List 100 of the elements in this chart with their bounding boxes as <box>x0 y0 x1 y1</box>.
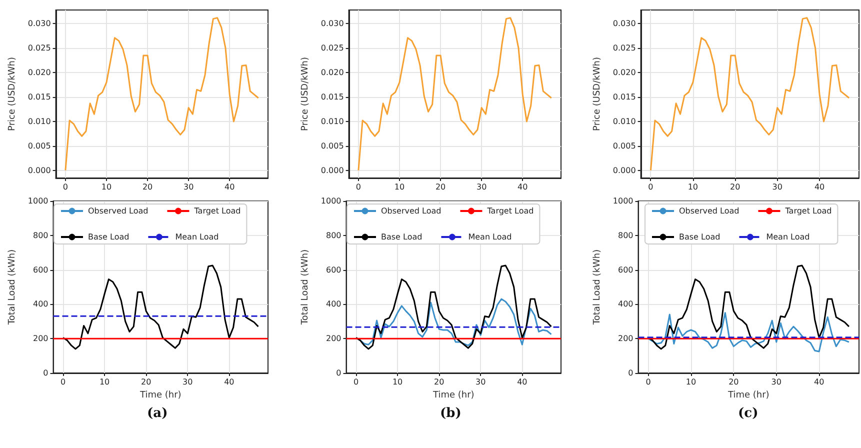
x-tick-label: 40 <box>814 378 824 386</box>
x-tick-label: 10 <box>394 182 405 192</box>
y-tick-label: 0.010 <box>612 116 636 126</box>
y-tick-label: 0.020 <box>612 68 636 78</box>
legend-label: Base Load <box>381 232 422 242</box>
y-tick-label: 0.015 <box>612 92 636 102</box>
x-tick-label: 30 <box>771 378 782 386</box>
x-tick-label: 20 <box>434 378 444 386</box>
x-tick-label: 0 <box>353 378 359 386</box>
x-tick-label: 40 <box>224 182 235 192</box>
y-axis-title: Price (USD/kWh) <box>300 57 310 131</box>
line-series <box>64 17 260 172</box>
y-tick-label: 0.005 <box>28 141 51 150</box>
y-tick-label: 0.025 <box>320 44 344 53</box>
y-axis-title: Price (USD/kWh) <box>8 57 18 131</box>
x-tick-label: 40 <box>224 378 234 386</box>
legend-label: Target Load <box>486 206 534 216</box>
x-tick-label: 0 <box>60 378 66 386</box>
y-tick-label: 0.025 <box>612 44 636 53</box>
x-tick-label: 10 <box>99 378 110 386</box>
x-tick-label: 0 <box>356 182 361 192</box>
line-series <box>62 264 259 350</box>
y-tick-label: 1000 <box>612 196 634 206</box>
legend-label: Target Load <box>193 206 241 216</box>
legend-label: Observed Load <box>679 206 740 216</box>
legend-label: Observed Load <box>88 206 148 216</box>
legend-label: Target Load <box>784 206 832 216</box>
y-axis-title: Total Load (kWh) <box>8 249 18 326</box>
y-tick-label: 600 <box>618 265 634 274</box>
y-tick-label: 0.010 <box>320 116 344 126</box>
y-tick-label: 0.005 <box>320 141 344 150</box>
y-tick-label: 400 <box>618 300 634 309</box>
y-axis-title: Total Load (kWh) <box>300 249 310 326</box>
y-tick-label: 0.020 <box>320 68 344 78</box>
y-tick-label: 0.030 <box>28 19 51 28</box>
x-tick-label: 20 <box>728 378 739 386</box>
x-tick-label: 20 <box>435 182 446 192</box>
x-tick-label: 40 <box>517 378 528 386</box>
y-tick-label: 0.000 <box>320 166 344 175</box>
y-tick-label: 200 <box>618 334 634 344</box>
legend-label: Observed Load <box>381 206 442 216</box>
x-tick-label: 30 <box>182 378 193 386</box>
legend-label: Base Load <box>88 232 130 242</box>
y-tick-label: 0.000 <box>28 166 51 175</box>
text: (a) <box>147 406 168 421</box>
y-tick-label: 800 <box>618 230 634 240</box>
x-axis-title: Time (hr) <box>138 390 182 400</box>
line-series <box>358 17 552 172</box>
y-tick-label: 0.030 <box>320 19 344 28</box>
line-series <box>648 312 850 352</box>
y-tick-label: 0.000 <box>612 166 636 175</box>
y-tick-label: 200 <box>32 334 48 344</box>
x-tick-label: 40 <box>518 182 528 192</box>
y-axis-title: Total Load (kWh) <box>592 249 602 326</box>
x-tick-label: 20 <box>730 182 740 192</box>
text: (c) <box>738 406 758 421</box>
y-tick-label: 0.025 <box>28 44 51 53</box>
y-tick-label: 400 <box>32 300 48 309</box>
y-tick-label: 800 <box>32 230 48 240</box>
y-tick-label: 200 <box>326 334 342 344</box>
y-tick-label: 1000 <box>28 196 48 206</box>
y-tick-label: 0 <box>628 368 634 378</box>
y-tick-label: 1000 <box>320 196 342 206</box>
x-tick-label: 0 <box>62 182 68 192</box>
x-tick-label: 30 <box>183 182 194 192</box>
x-tick-label: 20 <box>141 378 152 386</box>
legend-label: Base Load <box>679 232 720 242</box>
x-tick-label: 30 <box>476 378 486 386</box>
x-tick-label: 10 <box>688 182 698 192</box>
y-tick-label: 600 <box>32 265 48 274</box>
legend-label: Mean Load <box>468 232 512 242</box>
line-series <box>648 264 850 350</box>
x-tick-label: 30 <box>772 182 782 192</box>
x-tick-label: 40 <box>814 182 825 192</box>
x-tick-label: 0 <box>646 378 651 386</box>
x-tick-label: 30 <box>476 182 487 192</box>
x-tick-label: 0 <box>648 182 654 192</box>
text: (b) <box>440 406 462 421</box>
y-axis-title: Price (USD/kWh) <box>592 57 602 131</box>
line-series <box>355 264 552 350</box>
x-tick-label: 20 <box>142 182 153 192</box>
y-tick-label: 0.010 <box>28 116 51 126</box>
y-tick-label: 0 <box>43 368 48 378</box>
y-tick-label: 0.015 <box>320 92 344 102</box>
legend-label: Mean Load <box>766 232 810 242</box>
y-tick-label: 0.005 <box>612 141 636 150</box>
line-series <box>650 17 850 172</box>
y-tick-label: 800 <box>326 230 342 240</box>
y-tick-label: 0 <box>336 368 342 378</box>
legend-label: Mean Load <box>175 232 219 242</box>
x-tick-label: 10 <box>392 378 403 386</box>
x-axis-title: Time (hr) <box>726 390 770 400</box>
y-tick-label: 400 <box>326 300 342 309</box>
y-tick-label: 0.030 <box>612 19 636 28</box>
y-tick-label: 0.015 <box>28 92 51 102</box>
y-tick-label: 600 <box>326 265 342 274</box>
x-tick-label: 10 <box>101 182 112 192</box>
y-tick-label: 0.020 <box>28 68 51 78</box>
x-tick-label: 10 <box>686 378 696 386</box>
x-axis-title: Time (hr) <box>432 390 474 400</box>
